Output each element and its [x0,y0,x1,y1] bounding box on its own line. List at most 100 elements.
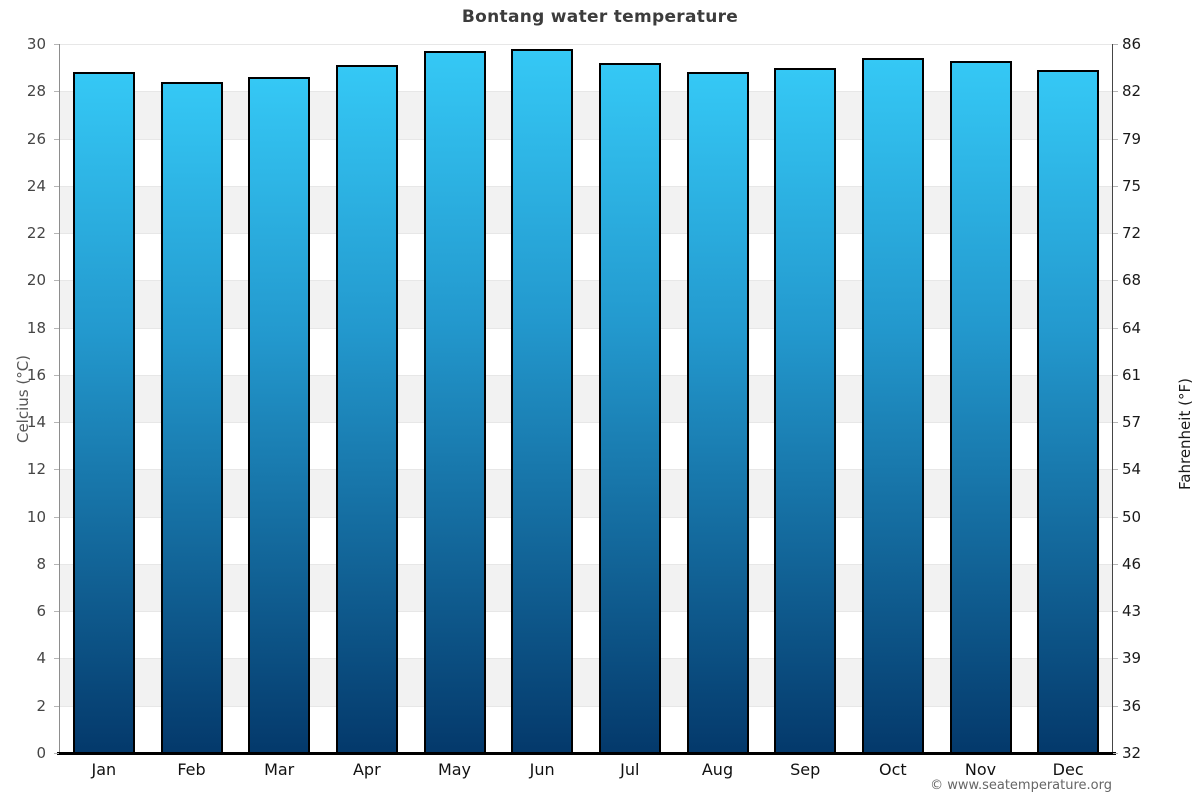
y-tick-label-fahrenheit: 82 [1122,82,1142,101]
y-tick-label-fahrenheit: 39 [1122,649,1142,668]
grid-band [60,705,1112,753]
grid-band [60,327,1112,375]
y-tick-label-fahrenheit: 86 [1122,35,1142,53]
x-tick-label-jan: Jan [91,760,117,779]
grid-band [60,91,1112,139]
bar-jul [598,62,661,753]
bar-jan [72,72,135,753]
tick-mark [1113,185,1118,187]
plot-area [60,44,1112,753]
bar-feb [160,81,223,753]
y-tick-label-celsius: 26 [26,129,46,148]
grid-band [60,233,1112,281]
x-tick-label-sep: Sep [790,760,821,779]
y-tick-label-celsius: 18 [26,318,46,337]
y-tick-label-fahrenheit: 61 [1122,365,1142,384]
y-tick-label-fahrenheit: 57 [1122,413,1142,432]
x-tick-label-apr: Apr [352,760,381,779]
tick-mark [54,185,59,187]
y-tick-label-celsius: 22 [26,224,46,243]
y-tick-label-celsius: 0 [36,744,46,762]
tick-mark [54,327,59,329]
chart-title: Bontang water temperature [461,7,739,27]
x-tick-label-jun: Jun [529,760,555,779]
tick-mark [1113,233,1118,235]
y-tick-label-celsius: 24 [26,176,46,195]
y-tick-label-celsius: 2 [36,696,46,715]
tick-mark [54,138,59,140]
tick-mark [1113,611,1118,613]
x-tick-label-feb: Feb [177,760,206,779]
tick-mark [54,422,59,424]
y-tick-label-fahrenheit: 64 [1122,318,1142,337]
bar-apr [335,65,398,753]
grid-band [60,611,1112,659]
tick-mark [54,705,59,707]
tick-mark [1113,753,1118,754]
tick-mark [54,374,59,376]
bar-nov [949,60,1012,753]
y-tick-label-celsius: 14 [26,413,46,432]
grid-band [60,280,1112,328]
tick-mark [54,753,59,754]
tick-mark [54,516,59,518]
x-tick-label-mar: Mar [264,760,295,779]
tick-mark [1113,563,1118,565]
y-tick-label-celsius: 10 [26,507,46,526]
grid-band [60,516,1112,564]
y-tick-label-celsius: 8 [36,554,46,573]
grid-band [60,44,1112,92]
bar-aug [686,72,749,753]
right-axis-spine [1112,44,1113,753]
y-tick-label-fahrenheit: 79 [1122,129,1142,148]
x-tick-label-aug: Aug [701,760,734,779]
bottom-axis-line [57,752,1116,755]
tick-mark [54,469,59,471]
y-tick-label-fahrenheit: 54 [1122,460,1142,479]
y-tick-label-celsius: 12 [26,460,46,479]
y-tick-label-fahrenheit: 72 [1122,224,1142,243]
y-tick-label-fahrenheit: 68 [1122,271,1142,290]
x-tick-label-oct: Oct [878,760,907,779]
tick-mark [1113,280,1118,282]
grid-band [60,658,1112,706]
tick-mark [1113,705,1118,707]
y-tick-label-fahrenheit: 46 [1122,554,1142,573]
grid-band [60,469,1112,517]
bar-dec [1037,69,1100,753]
tick-mark [54,658,59,660]
tick-mark [54,563,59,565]
x-tick-label-dec: Dec [1052,760,1084,779]
grid-band [60,563,1112,612]
bar-oct [861,58,924,753]
y-tick-label-fahrenheit: 36 [1122,696,1142,715]
tick-mark [54,280,59,282]
y-tick-label-fahrenheit: 50 [1122,507,1142,526]
tick-mark [1113,327,1118,329]
bar-jun [511,48,574,753]
copyright-text: © www.seatemperature.org [930,778,1112,793]
grid-band [60,185,1112,234]
tick-mark [54,44,59,45]
y-tick-label-fahrenheit: 43 [1122,602,1142,621]
left-axis-spine [59,44,60,753]
tick-mark [1113,422,1118,424]
y-tick-label-fahrenheit: 32 [1122,744,1142,762]
tick-mark [1113,469,1118,471]
y-tick-label-celsius: 6 [36,602,46,621]
x-tick-label-may: May [437,760,472,779]
grid-band [60,422,1112,470]
y-tick-label-fahrenheit: 75 [1122,176,1142,195]
bar-mar [248,77,311,753]
y-tick-label-celsius: 20 [26,271,46,290]
grid-band [60,374,1112,423]
tick-mark [54,611,59,613]
tick-mark [1113,374,1118,376]
tick-mark [1113,516,1118,518]
tick-mark [1113,138,1118,140]
y-tick-label-celsius: 28 [26,82,46,101]
tick-mark [54,233,59,235]
tick-mark [54,91,59,93]
y-tick-label-celsius: 16 [26,365,46,384]
